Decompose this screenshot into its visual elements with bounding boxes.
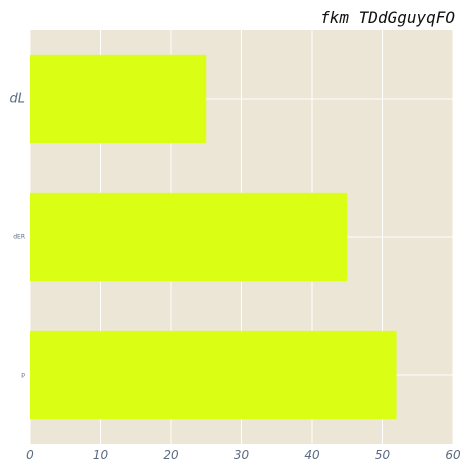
y-tick-label: dER [13,234,25,241]
chart-title: fkm TDdGguyqFO [320,8,455,27]
x-axis-tick-labels: 0 10 20 30 40 50 60 [26,448,461,462]
x-tick-label: 10 [93,448,109,462]
bars [30,54,397,420]
x-tick-label: 50 [375,448,391,462]
x-tick-label: 60 [445,448,461,462]
y-tick-label: dL [10,92,26,107]
x-tick-label: 30 [234,448,250,462]
x-tick-label: 20 [163,448,179,462]
y-axis-tick-labels: dL dER p [10,92,26,379]
bar-dER [30,192,348,282]
bar-dL [30,54,207,144]
x-tick-label: 0 [26,448,34,462]
bar-p [30,330,397,420]
y-tick-label: p [21,372,25,379]
x-tick-label: 40 [304,448,320,462]
